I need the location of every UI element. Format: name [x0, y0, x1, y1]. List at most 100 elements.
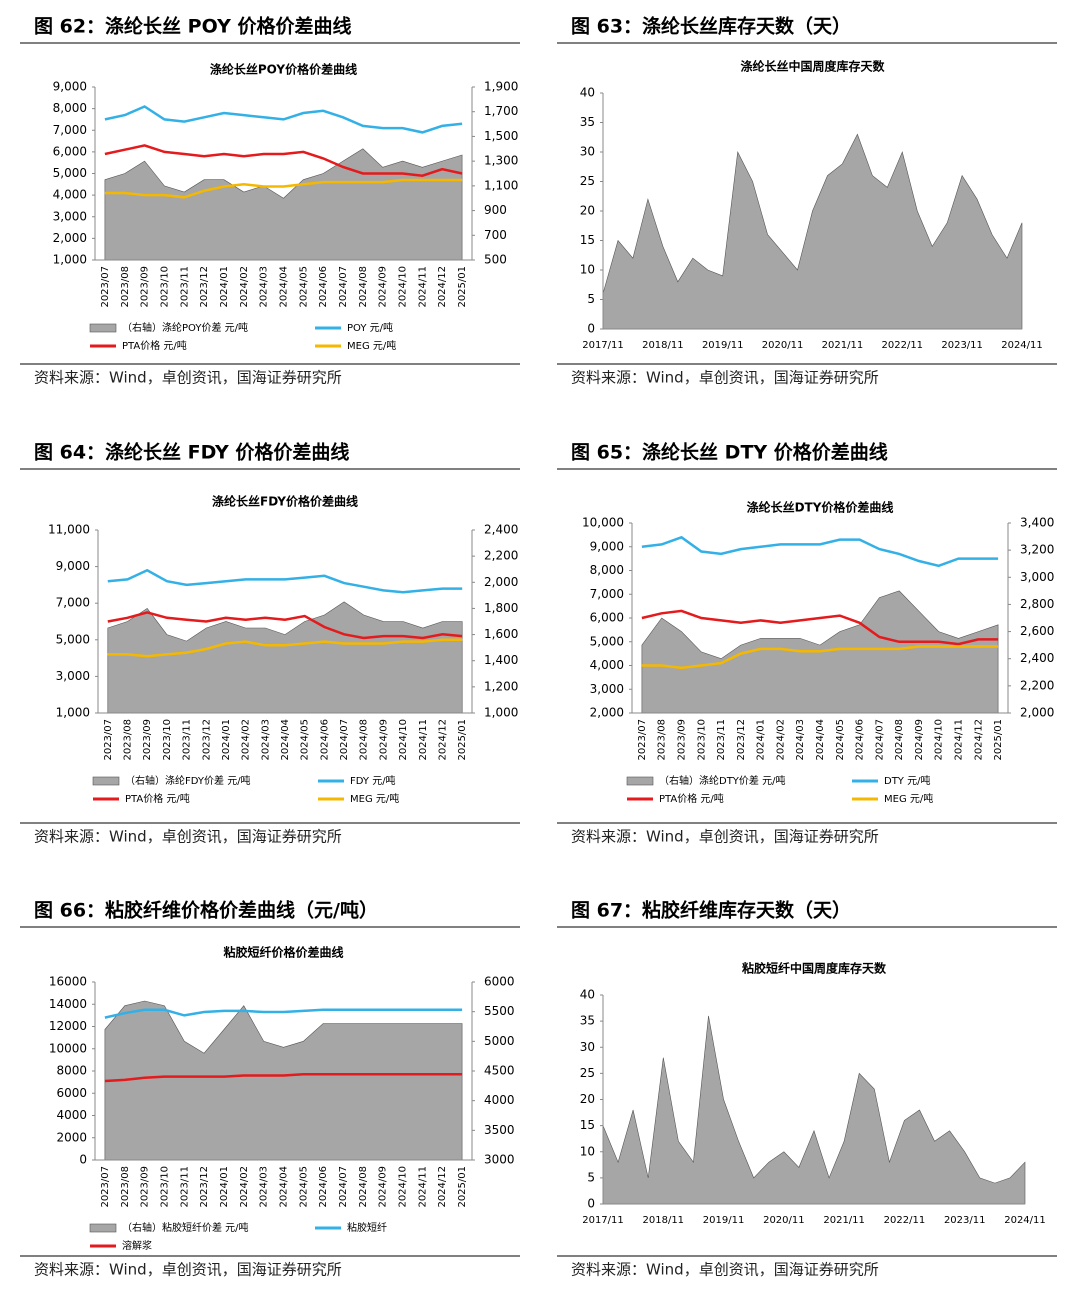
figure-heading: 图 66：粘胶纤维价格价差曲线（元/吨）	[34, 899, 378, 922]
y2-tick-label: 3,400	[1020, 516, 1054, 530]
y-tick-label: 4,000	[590, 658, 624, 672]
y-tick-label: 4,000	[53, 188, 87, 202]
spread-area	[107, 601, 463, 714]
legend-label: PTA价格 元/吨	[125, 792, 190, 805]
y-tick-label: 25	[580, 174, 595, 188]
chart-title: 涤纶长丝中国周度库存天数	[740, 59, 885, 74]
legend-label: （右轴）涤纶DTY价差 元/吨	[659, 774, 785, 787]
x-tick-label: 2024/09	[378, 719, 389, 761]
legend-label: PTA价格 元/吨	[122, 339, 187, 352]
y-tick-label: 35	[580, 115, 595, 129]
y-tick-label: 3,000	[590, 682, 624, 696]
y-tick-label: 1,000	[53, 253, 87, 267]
legend-label: 粘胶短纤	[347, 1221, 387, 1234]
x-tick-label: 2023/11	[179, 1166, 190, 1208]
legend-swatch	[89, 323, 117, 333]
y2-tick-label: 1,600	[484, 627, 518, 641]
y2-tick-label: 1,000	[484, 706, 518, 720]
legend-label: DTY 元/吨	[884, 774, 930, 787]
x-tick-label: 2019/11	[702, 340, 744, 351]
y-tick-label: 2,000	[53, 231, 87, 245]
y-tick-label: 5,000	[56, 632, 90, 646]
x-tick-label: 2024/04	[279, 1166, 290, 1208]
figure-heading: 图 62：涤纶长丝 POY 价格价差曲线	[34, 15, 351, 38]
y-tick-label: 4000	[56, 1108, 87, 1122]
chart-title: 粘胶短纤中国周度库存天数	[742, 961, 887, 976]
x-tick-label: 2025/01	[457, 719, 468, 761]
y-tick-label: 3,000	[56, 669, 90, 683]
y-tick-label: 2,000	[590, 706, 624, 720]
y-tick-label: 10,000	[582, 516, 624, 530]
x-tick-label: 2024/09	[914, 719, 925, 761]
x-tick-label: 2017/11	[582, 340, 624, 351]
y2-tick-label: 2,200	[1020, 678, 1054, 692]
legend-label: （右轴）涤纶POY价差 元/吨	[122, 321, 248, 334]
x-tick-label: 2023/07	[637, 719, 648, 761]
x-tick-label: 2023/09	[676, 719, 687, 761]
y-tick-label: 6,000	[590, 611, 624, 625]
x-tick-label: 2024/07	[339, 719, 350, 761]
x-tick-label: 2020/11	[762, 340, 804, 351]
y2-tick-label: 1,500	[484, 129, 518, 143]
x-tick-label: 2023/09	[140, 266, 151, 308]
figure-heading: 图 64：涤纶长丝 FDY 价格价差曲线	[34, 441, 349, 464]
x-tick-label: 2023/12	[199, 266, 210, 308]
x-tick-label: 2024/02	[239, 1166, 250, 1208]
x-tick-label: 2024/05	[298, 1166, 309, 1208]
spread-area	[104, 148, 463, 261]
y2-tick-label: 2,200	[484, 549, 518, 563]
x-tick-label: 2024/02	[241, 719, 252, 761]
chart-title: 涤纶长丝FDY价格价差曲线	[212, 494, 358, 509]
series-line	[641, 609, 999, 646]
y-tick-label: 10	[580, 263, 595, 277]
series-line	[107, 638, 463, 658]
x-tick-label: 2024/06	[855, 719, 866, 761]
y2-tick-label: 5500	[484, 1004, 515, 1018]
y-tick-label: 5	[587, 1170, 595, 1184]
y-tick-label: 14000	[49, 997, 87, 1011]
x-tick-label: 2024/12	[437, 719, 448, 761]
y2-tick-label: 2,400	[1020, 651, 1054, 665]
y-tick-label: 5,000	[53, 166, 87, 180]
x-tick-label: 2018/11	[643, 1215, 685, 1226]
x-tick-label: 2025/01	[993, 719, 1004, 761]
series-line	[641, 645, 999, 670]
y-tick-label: 40	[580, 988, 595, 1002]
y2-tick-label: 3,000	[1020, 570, 1054, 584]
y-tick-label: 5,000	[590, 634, 624, 648]
x-tick-label: 2023/08	[123, 719, 134, 761]
y-tick-label: 15	[580, 233, 595, 247]
x-tick-label: 2024/07	[874, 719, 885, 761]
x-tick-label: 2018/11	[642, 340, 684, 351]
y-tick-label: 9,000	[590, 539, 624, 553]
y-tick-label: 20	[580, 1092, 595, 1106]
x-tick-label: 2024/11	[417, 266, 428, 308]
x-tick-label: 2023/10	[159, 1166, 170, 1208]
series-line	[104, 1008, 463, 1019]
y2-tick-label: 4000	[484, 1093, 515, 1107]
x-tick-label: 2022/11	[882, 340, 924, 351]
x-tick-label: 2024/06	[319, 719, 330, 761]
y-tick-label: 15	[580, 1118, 595, 1132]
x-tick-label: 2023/08	[657, 719, 668, 761]
legend-label: （右轴）涤纶FDY价差 元/吨	[125, 774, 251, 787]
series-line	[107, 568, 463, 594]
x-tick-label: 2019/11	[703, 1215, 745, 1226]
y2-tick-label: 900	[484, 203, 507, 217]
x-tick-label: 2024/03	[259, 1166, 270, 1208]
x-tick-label: 2024/02	[239, 266, 250, 308]
x-tick-label: 2024/08	[894, 719, 905, 761]
y2-tick-label: 1,400	[484, 653, 518, 667]
figure-heading: 图 67：粘胶纤维库存天数（天）	[571, 899, 851, 922]
x-tick-label: 2023/12	[201, 719, 212, 761]
y-tick-label: 0	[79, 1153, 87, 1167]
y-tick-label: 8000	[56, 1064, 87, 1078]
series-line	[104, 178, 463, 199]
y-tick-label: 8,000	[53, 101, 87, 115]
x-tick-label: 2024/10	[398, 1166, 409, 1208]
y-tick-label: 10	[580, 1144, 595, 1158]
y-tick-label: 7,000	[53, 123, 87, 137]
y-tick-label: 40	[580, 86, 595, 100]
y-tick-label: 6,000	[53, 144, 87, 158]
